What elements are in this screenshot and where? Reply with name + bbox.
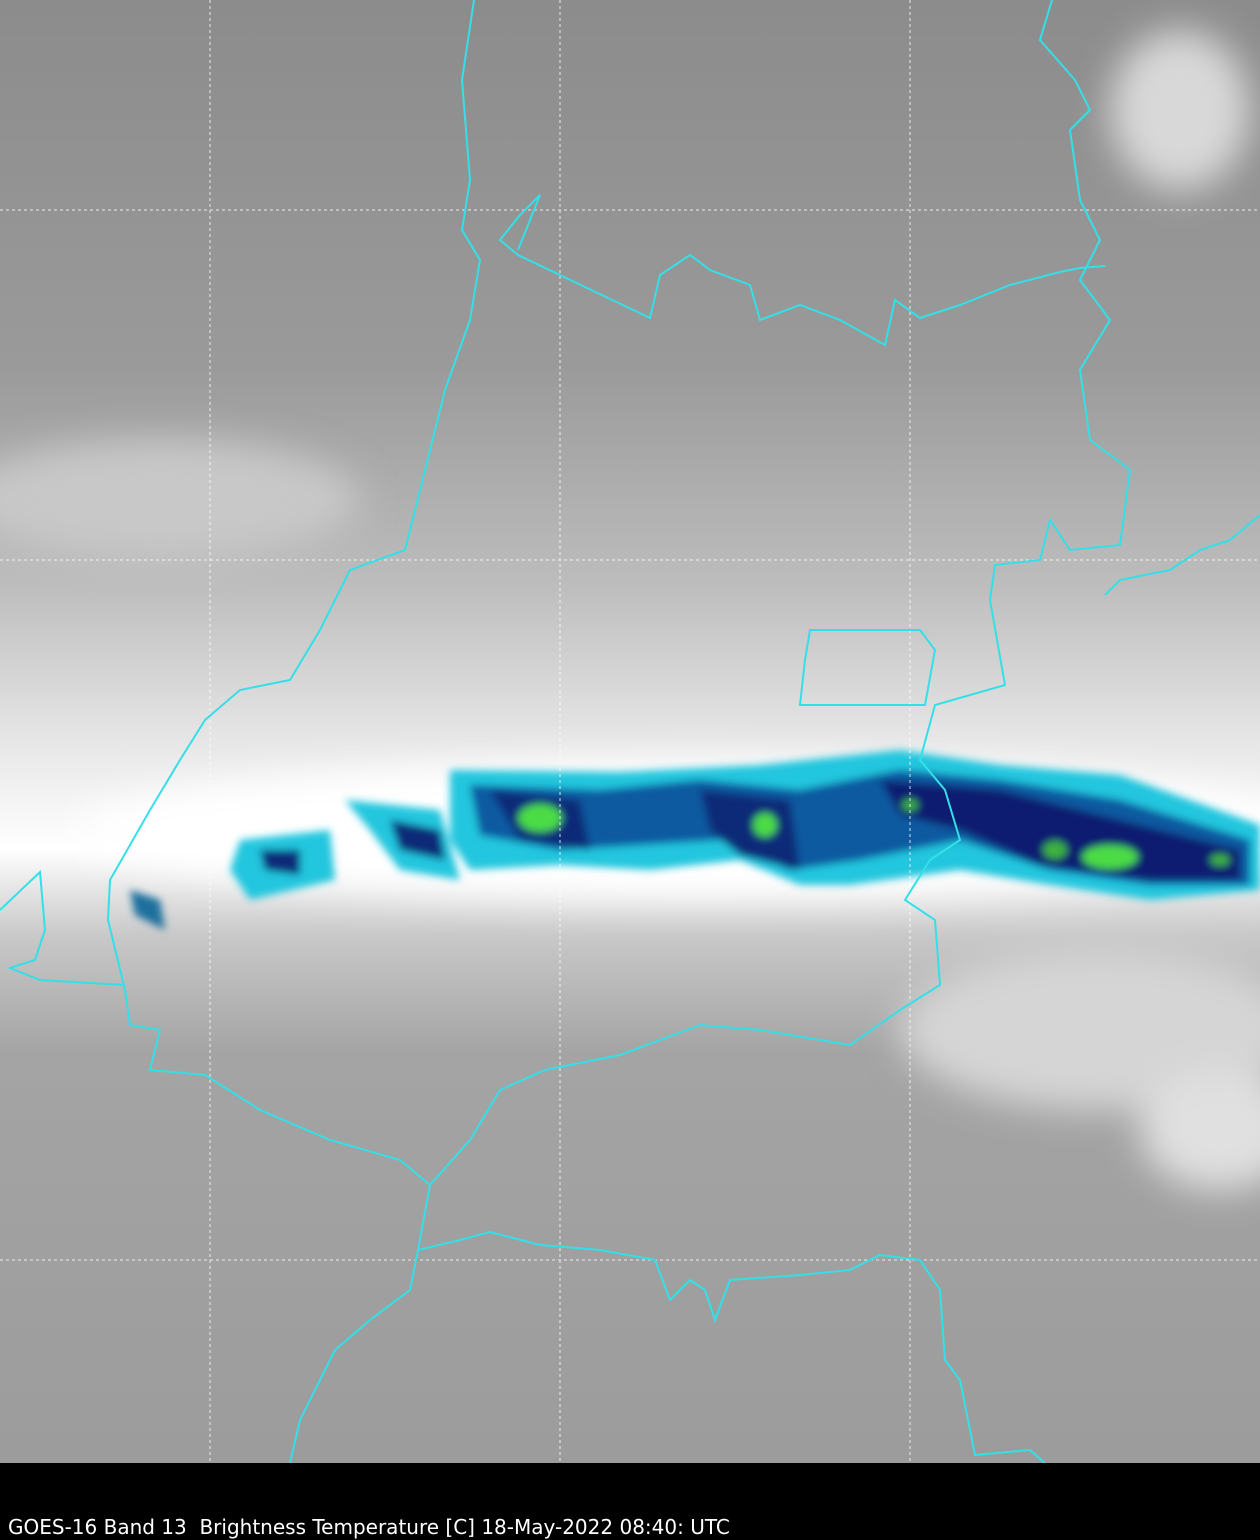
cold-cloud-tops bbox=[130, 750, 1260, 930]
caption: GOES-16 Band 13 Brightness Temperature [… bbox=[8, 1515, 730, 1539]
background bbox=[0, 0, 1260, 1463]
graticule bbox=[0, 0, 1260, 1463]
satellite-image bbox=[0, 0, 1260, 1463]
boundaries bbox=[0, 0, 1260, 1463]
